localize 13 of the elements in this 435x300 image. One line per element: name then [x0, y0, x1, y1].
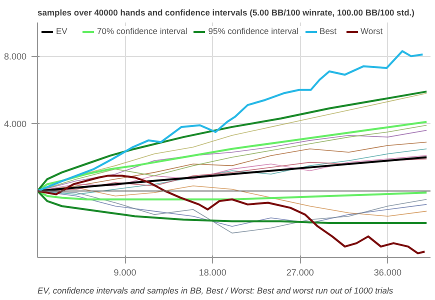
- legend-label: 95% confidence interval: [208, 26, 299, 36]
- y-tick-label: 8.000: [4, 52, 27, 62]
- x-tick-label: 27.000: [286, 268, 314, 278]
- chart-title: samples over 40000 hands and confidence intervals (5.00 BB/100 winrate, 100.00 BB/100 std.): [38, 8, 415, 18]
- legend-label: Best: [320, 26, 338, 36]
- legend-label: EV: [56, 26, 68, 36]
- y-tick-label: 4.000: [4, 119, 27, 130]
- x-tick-label: 9.000: [114, 268, 136, 278]
- legend-label: Worst: [360, 26, 383, 36]
- x-tick-label: 18.000: [198, 268, 226, 278]
- text: EV, confidence intervals and samples in BB, Best / Worst: Best and worst run out of 1000 trials: [38, 286, 394, 296]
- legend-label: 70% confidence interval: [97, 26, 188, 36]
- x-tick-label: 36.000: [374, 268, 402, 278]
